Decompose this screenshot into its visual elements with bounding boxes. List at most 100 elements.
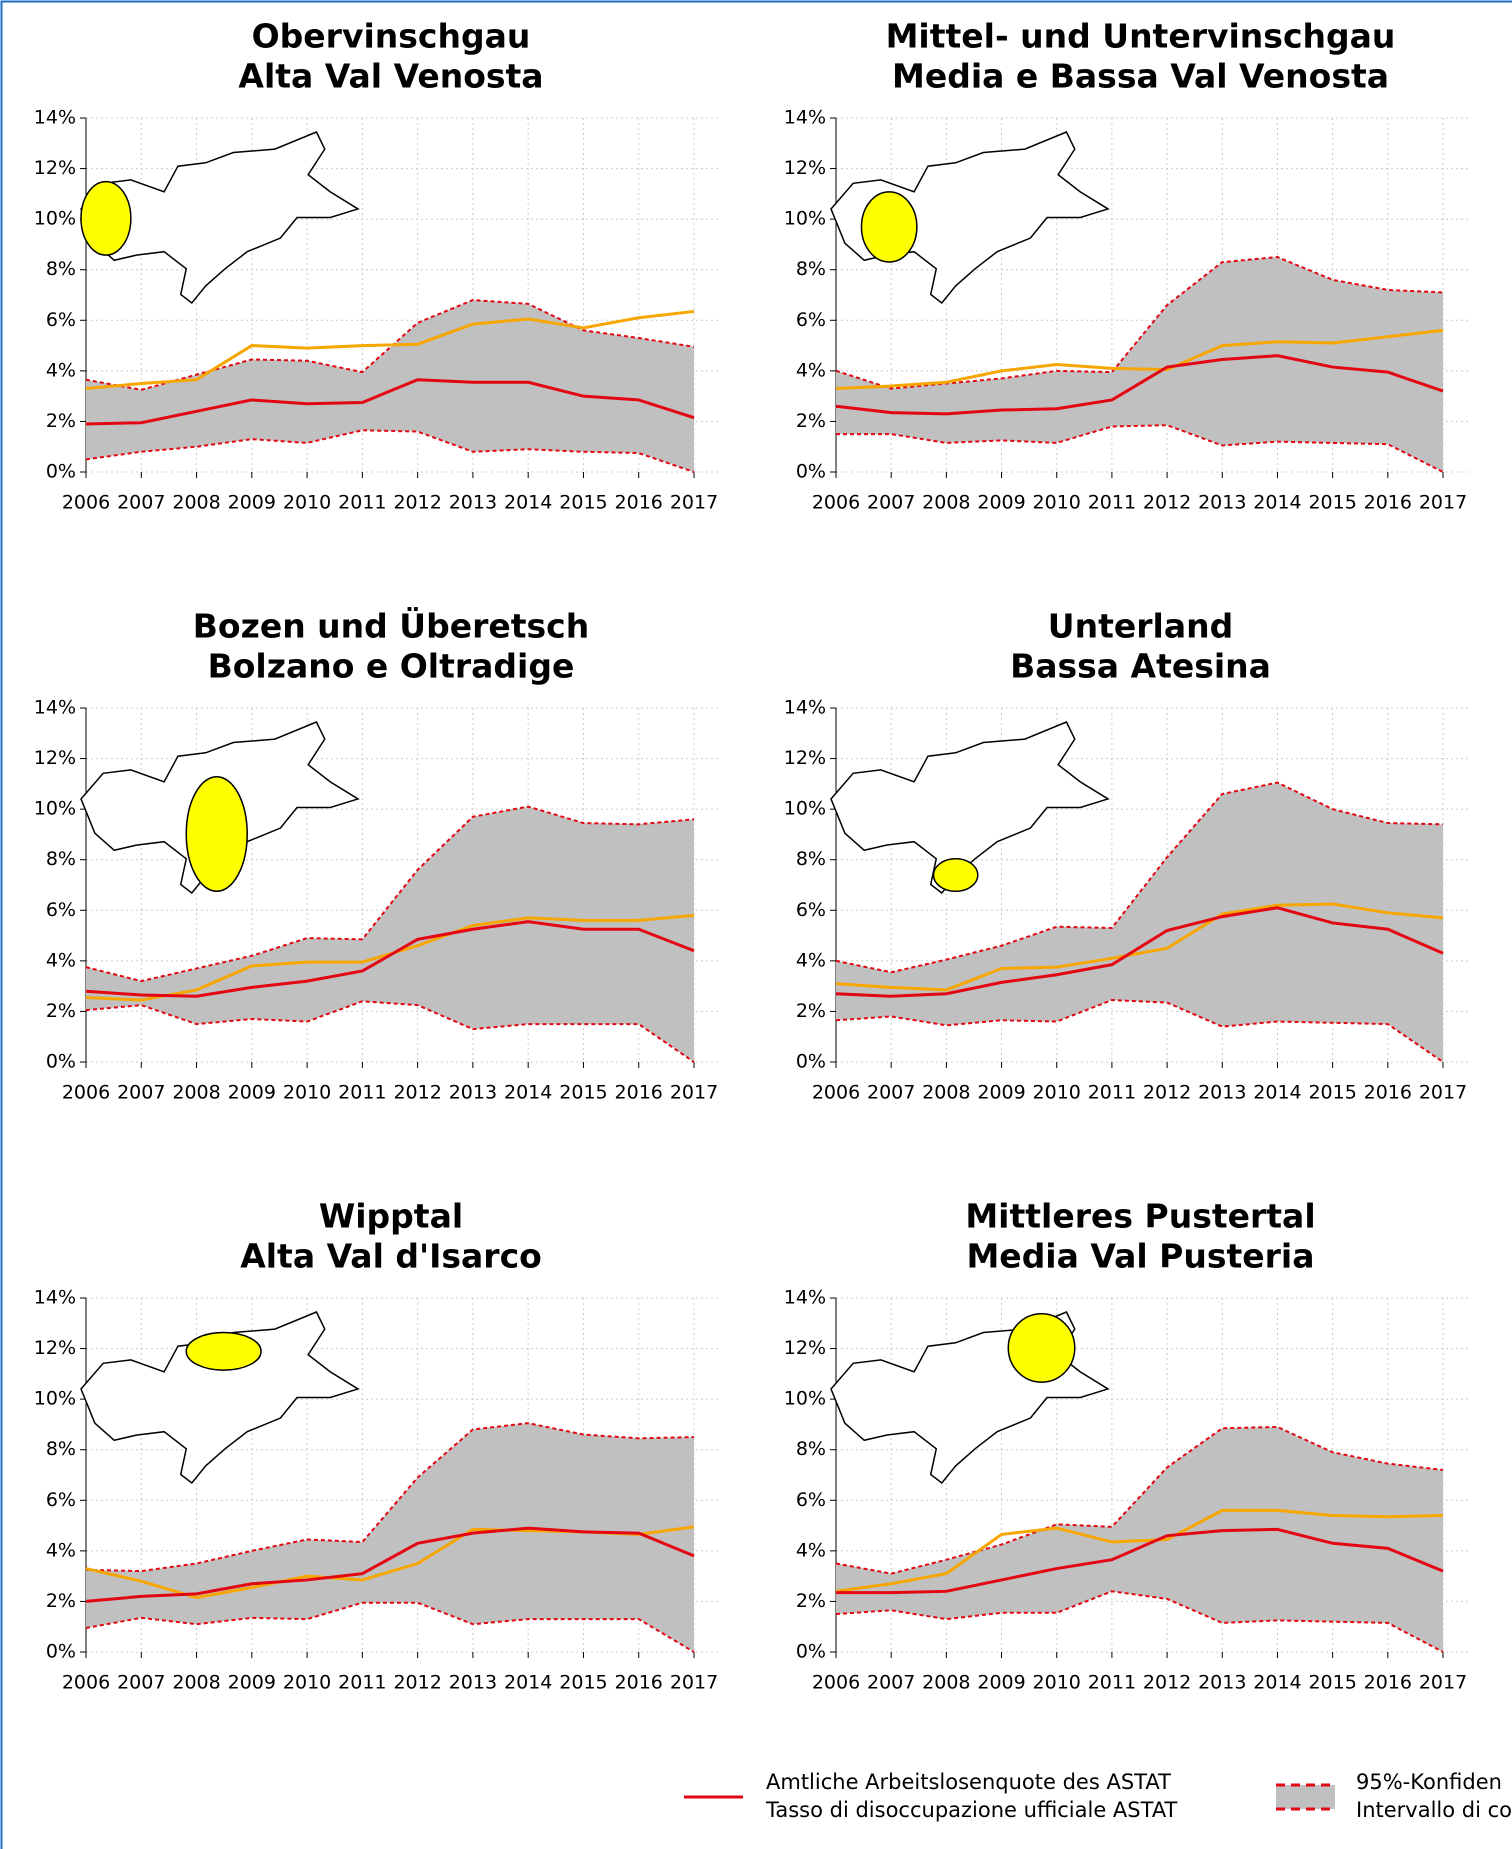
x-tick-label: 2012: [1143, 492, 1191, 514]
x-tick-label: 2007: [117, 1082, 165, 1104]
y-tick-label: 14%: [784, 107, 826, 129]
y-tick-label: 12%: [784, 157, 826, 179]
line: [85, 309, 695, 391]
x-tick-label: 2008: [922, 1672, 970, 1694]
chart-title: Wipptal: [319, 1197, 463, 1236]
x-tick-label: 2016: [615, 492, 663, 514]
chart-title: Bozen und Überetsch: [193, 606, 589, 646]
y-tick-label: 6%: [796, 899, 826, 921]
y-tick-label: 10%: [34, 208, 76, 230]
x-tick-label: 2014: [1253, 1672, 1301, 1694]
y-tick-label: 14%: [784, 1287, 826, 1309]
y-tick-label: 2%: [46, 1000, 76, 1022]
x-tick-label: 2017: [1419, 492, 1467, 514]
y-tick-label: 14%: [34, 697, 76, 719]
x-tick-label: 2006: [62, 1082, 110, 1104]
confidence-bound: [835, 781, 1444, 974]
x-tick-label: 2010: [1033, 1082, 1081, 1104]
x-tick-label: 2011: [338, 1082, 386, 1104]
y-tick-label: 2%: [46, 1590, 76, 1612]
y-tick-label: 4%: [796, 359, 826, 381]
x-tick-label: 2013: [1198, 1082, 1246, 1104]
y-tick-label: 0%: [796, 461, 826, 483]
x-tick-label: 2013: [1198, 1672, 1246, 1694]
region-map: [830, 131, 1110, 305]
x-tick-label: 2013: [1198, 492, 1246, 514]
y-tick-label: 6%: [46, 309, 76, 331]
x-tick-label: 2013: [449, 492, 497, 514]
x-tick-label: 2008: [172, 492, 220, 514]
x-tick-label: 2016: [1364, 492, 1412, 514]
x-tick-label: 2009: [228, 492, 276, 514]
x-tick-label: 2006: [812, 492, 860, 514]
chart-title: Media Val Pusteria: [966, 1237, 1314, 1276]
x-tick-label: 2014: [504, 1082, 552, 1104]
region-highlight: [185, 775, 248, 893]
x-tick-label: 2006: [812, 1672, 860, 1694]
x-tick-label: 2014: [1253, 492, 1301, 514]
x-tick-label: 2010: [1033, 492, 1081, 514]
confidence-bound: [85, 1000, 695, 1063]
chart-title: Alta Val d'Isarco: [240, 1237, 542, 1276]
x-tick-label: 2008: [172, 1082, 220, 1104]
x-tick-label: 2017: [1419, 1672, 1467, 1694]
y-tick-label: 6%: [46, 899, 76, 921]
y-tick-label: 10%: [784, 798, 826, 820]
y-tick-label: 4%: [796, 1539, 826, 1561]
x-tick-label: 2012: [1143, 1672, 1191, 1694]
x-tick-label: 2008: [172, 1672, 220, 1694]
region-map: [80, 1311, 360, 1485]
region-map: [80, 131, 360, 305]
x-tick-label: 2015: [559, 492, 607, 514]
x-tick-label: 2016: [615, 1082, 663, 1104]
y-tick-label: 14%: [784, 697, 826, 719]
x-tick-label: 2008: [922, 1082, 970, 1104]
x-tick-label: 2011: [1088, 1082, 1136, 1104]
x-tick-label: 2015: [1308, 1082, 1356, 1104]
chart-title: Unterland: [1048, 607, 1233, 646]
region-highlight: [1007, 1312, 1076, 1383]
line: [835, 328, 1444, 391]
line: [836, 1527, 1444, 1595]
x-tick-label: 2011: [338, 492, 386, 514]
y-tick-label: 2%: [796, 410, 826, 432]
x-tick-label: 2010: [283, 492, 331, 514]
x-tick-label: 2006: [62, 1672, 110, 1694]
x-tick-label: 2016: [1364, 1082, 1412, 1104]
line: [835, 354, 1444, 416]
x-tick-label: 2010: [283, 1082, 331, 1104]
confidence-band: [86, 1423, 694, 1652]
line: [835, 906, 1444, 998]
y-tick-label: 10%: [34, 798, 76, 820]
x-tick-label: 2015: [1308, 1672, 1356, 1694]
legend-label: Amtliche Arbeitslosenquote des ASTAT: [766, 1770, 1171, 1794]
y-tick-label: 4%: [46, 949, 76, 971]
chart-title: Bassa Atesina: [1010, 647, 1271, 686]
line: [85, 920, 695, 998]
confidence-bound: [836, 424, 1444, 473]
x-tick-label: 2012: [393, 1082, 441, 1104]
chart-title: Obervinschgau: [252, 17, 531, 56]
legend-swatch: [1276, 1785, 1335, 1809]
x-tick-label: 2007: [867, 492, 915, 514]
x-tick-label: 2006: [812, 1082, 860, 1104]
x-tick-label: 2016: [615, 1672, 663, 1694]
legend-label: Tasso di disoccupazione ufficiale ASTAT: [765, 1798, 1178, 1822]
y-tick-label: 0%: [796, 1051, 826, 1073]
y-tick-label: 4%: [796, 949, 826, 971]
y-tick-label: 6%: [796, 309, 826, 331]
confidence-band: [836, 782, 1443, 1062]
y-tick-label: 8%: [796, 258, 826, 280]
confidence-bound: [85, 429, 695, 473]
y-tick-label: 12%: [784, 747, 826, 769]
region-highlight: [932, 858, 979, 893]
x-tick-label: 2007: [867, 1082, 915, 1104]
y-tick-label: 6%: [796, 1489, 826, 1511]
confidence-band: [86, 806, 694, 1062]
y-tick-label: 10%: [784, 1388, 826, 1410]
x-tick-label: 2007: [117, 492, 165, 514]
x-tick-label: 2009: [977, 1082, 1025, 1104]
x-tick-label: 2013: [449, 1082, 497, 1104]
